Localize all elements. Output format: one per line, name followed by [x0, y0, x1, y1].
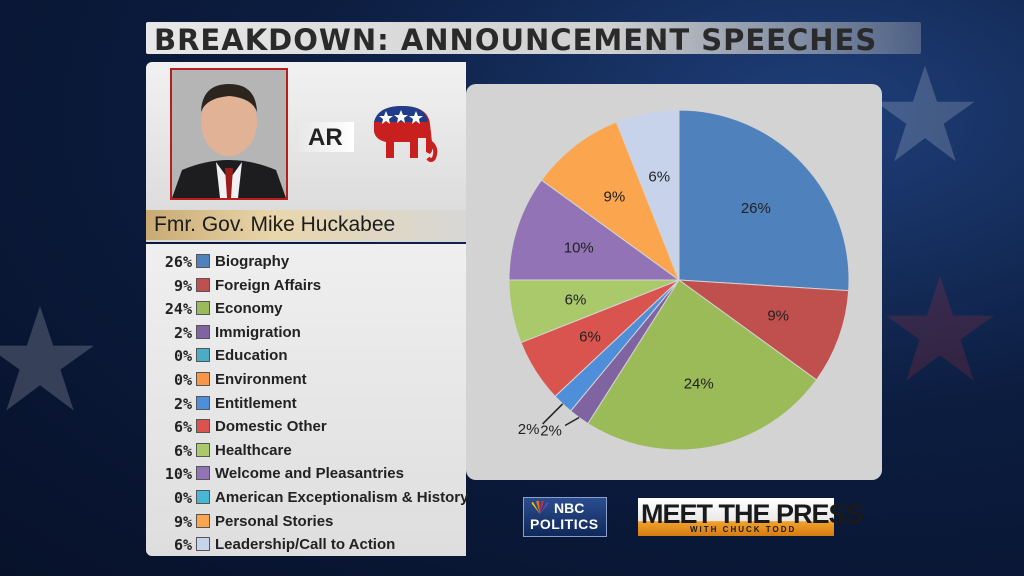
- background-star-icon: [886, 276, 994, 381]
- legend-percent: 0%: [173, 347, 192, 366]
- pie-data-label: 6%: [648, 168, 670, 185]
- pie-slice: [540, 121, 681, 282]
- candidate-portrait-icon: [172, 70, 286, 198]
- legend-percent: 10%: [164, 465, 192, 484]
- legend-label: Healthcare: [215, 441, 292, 459]
- meet-the-press-logo: MEET THE PRESS WITH CHUCK TODD: [638, 498, 864, 536]
- legend-item: 10% Welcome and Pleasantries: [146, 463, 466, 485]
- legend-swatch: [196, 301, 210, 316]
- legend-label: American Exceptionalism & History: [215, 489, 469, 506]
- legend-label: Foreign Affairs: [215, 276, 322, 294]
- state-label: AR: [308, 124, 343, 151]
- legend-label: Leadership/Call to Action: [215, 536, 396, 554]
- pie-data-label: 2%: [518, 421, 540, 438]
- legend-swatch: [196, 419, 210, 434]
- legend-swatch: [196, 442, 210, 457]
- legend-label: Immigration: [215, 323, 301, 341]
- candidate-photo: [170, 68, 288, 200]
- pie-data-label: 9%: [604, 189, 626, 206]
- legend-percent: 26%: [164, 253, 192, 271]
- legend-swatch: [196, 466, 210, 481]
- pie-chart: 26% 9% 24% 2%2% 6% 6% 10% 9% 6%: [508, 109, 850, 451]
- legend-item: 9% Personal Stories: [146, 511, 466, 533]
- legend-swatch: [196, 513, 210, 528]
- legend-item: 24% Economy: [146, 298, 466, 320]
- legend-item: 2% Entitlement: [146, 393, 466, 415]
- pie-slice: [587, 279, 818, 451]
- legend-percent: 2%: [173, 323, 192, 342]
- legend-label: Domestic Other: [215, 418, 327, 436]
- legend-panel: 26% Biography 9% Foreign Affairs 24% Economy 2…: [146, 244, 469, 556]
- legend-swatch: [196, 537, 210, 552]
- pie-data-label: 9%: [767, 308, 789, 325]
- pie-slice: [677, 279, 850, 381]
- mtp-logo-text: MEET THE PRESS: [641, 499, 864, 529]
- pie-data-label: 6%: [565, 292, 587, 309]
- legend-item: 6% Domestic Other: [146, 416, 466, 438]
- pie-leader-line: [564, 416, 580, 427]
- pie-slice: [678, 109, 850, 292]
- pie-data-label: 6%: [579, 328, 601, 345]
- legend-item: 0% Environment: [146, 369, 466, 391]
- pie-data-label: 26%: [741, 200, 771, 217]
- legend-item: 6% Leadership/Call to Action: [146, 534, 466, 556]
- legend-label: Economy: [215, 300, 283, 318]
- legend-label: Environment: [215, 371, 307, 388]
- pie-data-label: 2%: [540, 423, 562, 440]
- legend-label: Personal Stories: [215, 512, 334, 530]
- nbc-logo-text: NBC: [554, 500, 585, 516]
- legend-item: 2% Immigration: [146, 322, 466, 344]
- legend-swatch: [196, 490, 210, 504]
- title-bar: BREAKDOWN: ANNOUNCEMENT SPEECHES: [146, 22, 921, 57]
- legend-item: 0% American Exceptionalism & History: [146, 487, 469, 509]
- state-badge: AR: [294, 122, 354, 152]
- legend-item: 9% Foreign Affairs: [146, 275, 466, 297]
- legend-label: Entitlement: [215, 394, 297, 412]
- legend-swatch: [196, 348, 210, 363]
- legend-label: Biography: [215, 253, 290, 270]
- legend-item: 0% Education: [146, 345, 466, 367]
- legend-percent: 2%: [173, 394, 192, 413]
- pie-data-label: 10%: [564, 239, 594, 256]
- mtp-logo-subtext: WITH CHUCK TODD: [690, 525, 797, 534]
- legend-percent: 9%: [173, 276, 192, 295]
- candidate-name-bar: Fmr. Gov. Mike Huckabee: [146, 210, 466, 240]
- legend-swatch: [196, 277, 210, 292]
- legend-percent: 6%: [173, 536, 192, 555]
- legend-swatch: [196, 254, 210, 268]
- background-star-icon: [0, 306, 94, 411]
- chart-panel: 26% 9% 24% 2% 2% 6% 6% 10% 9% 6%: [466, 84, 882, 480]
- legend-item: 26% Biography: [146, 251, 466, 273]
- legend-percent: 9%: [173, 512, 192, 531]
- legend-percent: 0%: [173, 371, 192, 389]
- pie-data-label: 24%: [684, 376, 714, 393]
- legend-item: 6% Healthcare: [146, 440, 466, 462]
- peacock-icon: [531, 501, 549, 514]
- legend-swatch: [196, 372, 210, 386]
- background-star-icon: [875, 65, 975, 162]
- politics-logo-text: POLITICS: [530, 516, 599, 532]
- legend-percent: 24%: [164, 300, 192, 319]
- page-title: BREAKDOWN: ANNOUNCEMENT SPEECHES: [154, 23, 878, 57]
- republican-elephant-icon: [374, 106, 438, 162]
- legend-swatch: [196, 324, 210, 339]
- profile-panel: AR: [146, 62, 466, 242]
- pie-slice: [615, 109, 680, 281]
- candidate-name: Fmr. Gov. Mike Huckabee: [154, 213, 396, 236]
- legend-percent: 6%: [173, 418, 192, 437]
- pie-leader-line: [542, 403, 564, 425]
- legend-label: Education: [215, 347, 288, 365]
- legend-label: Welcome and Pleasantries: [215, 465, 404, 483]
- pie-slice: [508, 179, 681, 281]
- legend-swatch: [196, 395, 210, 410]
- legend-percent: 6%: [173, 441, 192, 460]
- nbc-politics-logo: NBC POLITICS: [523, 497, 607, 537]
- legend-percent: 0%: [173, 489, 192, 507]
